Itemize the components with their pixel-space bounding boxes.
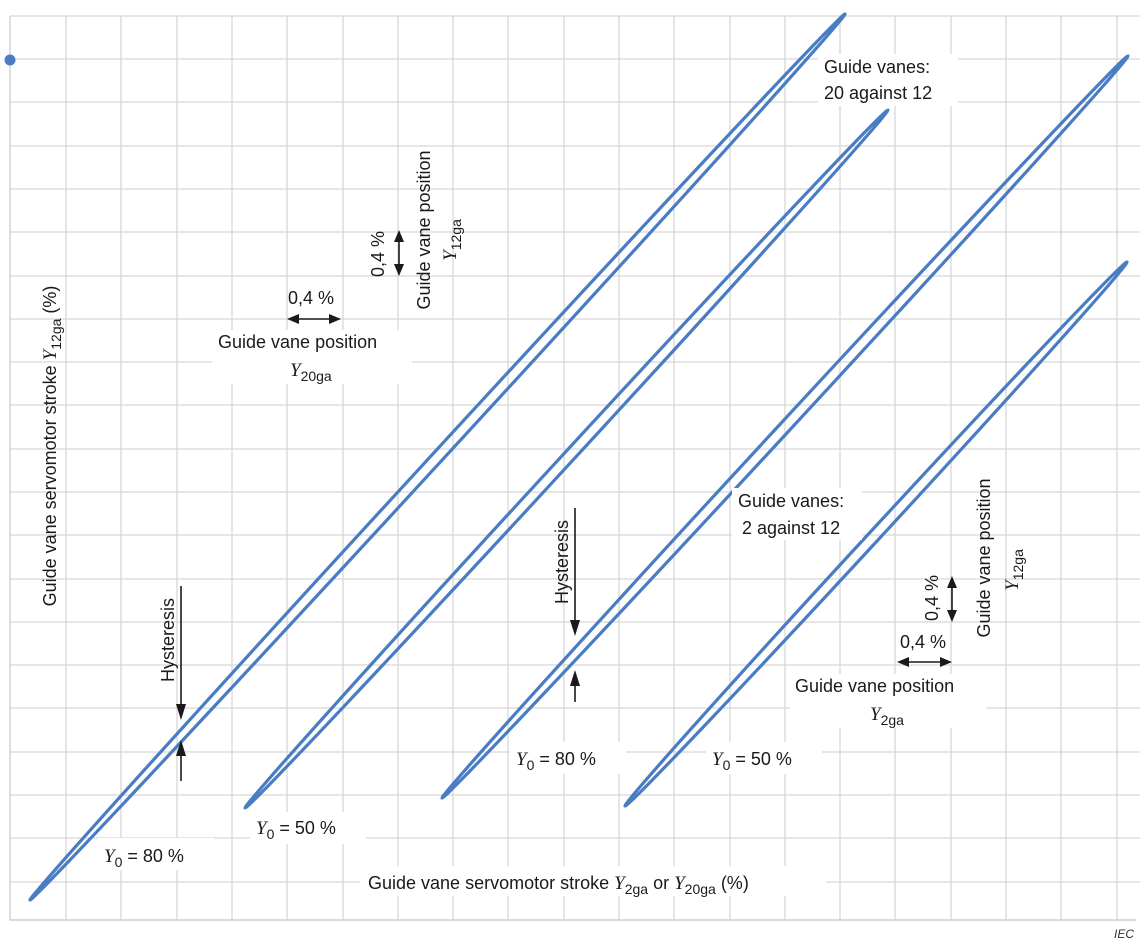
group-label-20-against-12: Guide vanes: 20 against 12 <box>818 54 958 106</box>
gvp-bottom-vertical-label: Guide vane position <box>974 478 994 637</box>
y-axis-label-var: Y <box>40 347 61 360</box>
hysteresis-mid-label: Hysteresis <box>552 520 572 604</box>
gvp-bottom-horizontal-label: Guide vane position <box>795 676 954 696</box>
x-axis-label-mid: or <box>648 873 674 893</box>
gvp-top-vertical-label: Guide vane position <box>414 150 434 309</box>
y-axis-label-post: (%) <box>40 286 60 319</box>
hysteresis-left-label: Hysteresis <box>158 598 178 682</box>
arrow-right-icon <box>329 314 341 324</box>
origin-marker <box>4 54 16 66</box>
y-axis-label-text: Guide vane servomotor stroke Y12ga (%) <box>40 286 64 607</box>
y-axis-label: Guide vane servomotor stroke Y12ga (%) <box>40 286 64 607</box>
arrow-up-icon <box>394 230 404 242</box>
y12ga-top-label: Y12ga <box>440 219 464 261</box>
x-axis-label-var2: Y <box>674 873 687 894</box>
grid <box>9 15 1140 921</box>
x-axis-label-sub2: 20ga <box>685 881 716 897</box>
hysteresis-annotation-left: Hysteresis <box>158 586 186 781</box>
x-axis-label-text: Guide vane servomotor stroke Y2ga or Y20… <box>368 873 749 897</box>
arrow-down-icon <box>570 620 580 636</box>
group-20-line2: 20 against 12 <box>824 83 932 103</box>
scale-h-bottom-label: 0,4 % <box>900 632 946 652</box>
arrow-left-icon <box>897 657 909 667</box>
y12ga-bottom-label: Y12ga <box>1002 549 1026 591</box>
arrow-up-icon <box>176 740 186 756</box>
x-axis-label: Guide vane servomotor stroke Y2ga or Y20… <box>360 866 826 897</box>
svg-text:Y0 = 50 %: Y0 = 50 % <box>712 749 792 773</box>
arrow-left-icon <box>287 314 299 324</box>
y0-label-50-right: Y0 = 50 % <box>706 742 822 774</box>
loop-20-against-12-y0-50 <box>243 108 890 810</box>
svg-text:Y0 = 80 %: Y0 = 80 % <box>516 749 596 773</box>
hysteresis-loops <box>28 12 1130 902</box>
chart-border <box>9 16 1136 921</box>
svg-text:Y0 = 50 %: Y0 = 50 % <box>256 818 336 842</box>
scale-v-bottom-label: 0,4 % <box>922 575 942 621</box>
y0-label-50-left: Y0 = 50 % <box>250 812 366 844</box>
y2ga-label: Y2ga <box>870 704 904 728</box>
arrow-down-icon <box>947 610 957 622</box>
arrow-up-icon <box>947 576 957 588</box>
loop-2-against-12-y0-80 <box>440 54 1130 800</box>
group-label-2-against-12: Guide vanes: 2 against 12 <box>732 488 862 540</box>
y0-label-80-right: Y0 = 80 % <box>510 742 626 774</box>
arrow-down-icon <box>176 704 186 720</box>
y20ga-label: Y20ga <box>290 360 332 384</box>
y-axis-label-sub: 12ga <box>48 318 64 349</box>
arrow-up-icon <box>570 670 580 686</box>
loop-20-against-12-y0-80 <box>28 12 847 902</box>
group-2-line2: 2 against 12 <box>742 518 840 538</box>
group-20-line1: Guide vanes: <box>824 57 930 77</box>
group-2-line1: Guide vanes: <box>738 491 844 511</box>
y-axis-label-pre: Guide vane servomotor stroke <box>40 360 60 606</box>
scale-v-top-label: 0,4 % <box>368 231 388 277</box>
arrow-right-icon <box>940 657 952 667</box>
scale-indicator-top: 0,4 % Guide vane position Y12ga 0,4 % Gu… <box>212 150 464 384</box>
y0-label-80-left: Y0 = 80 % <box>98 838 214 870</box>
x-axis-label-pre: Guide vane servomotor stroke <box>368 873 614 893</box>
iec-mark: IEC <box>1114 927 1134 940</box>
x-axis-label-var1: Y <box>614 873 627 894</box>
loop-2-against-12-y0-50 <box>623 260 1129 808</box>
x-axis-label-post: (%) <box>716 873 749 893</box>
arrow-down-icon <box>394 264 404 276</box>
scale-indicator-bottom: 0,4 % Guide vane position Y12ga 0,4 % Gu… <box>790 478 1026 728</box>
svg-text:Y0 = 80 %: Y0 = 80 % <box>104 846 184 870</box>
scale-h-top-label: 0,4 % <box>288 288 334 308</box>
x-axis-label-sub1: 2ga <box>625 881 649 897</box>
gvp-top-horizontal-label: Guide vane position <box>218 332 377 352</box>
hysteresis-annotation-mid: Hysteresis <box>552 508 580 702</box>
